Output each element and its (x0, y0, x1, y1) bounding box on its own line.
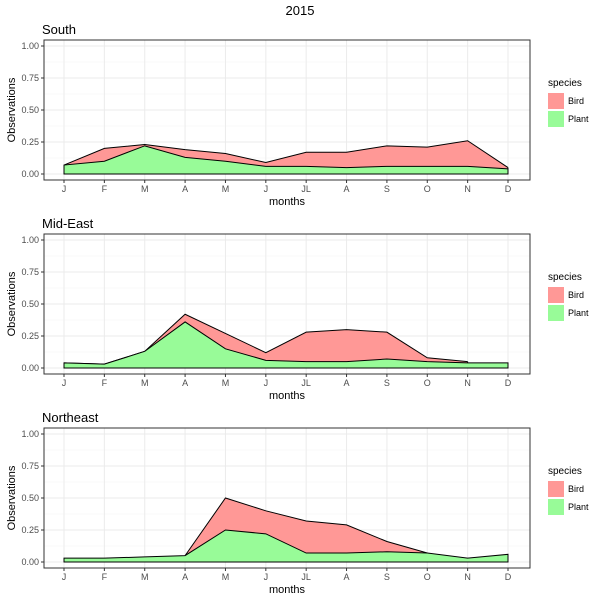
y-tick-label: 0.00 (21, 363, 39, 373)
y-tick-label: 0.25 (21, 331, 39, 341)
series-outline-plant (63, 321, 509, 369)
x-tick-label: D (505, 572, 512, 582)
legend-title: species (548, 272, 582, 283)
legend-title: species (548, 466, 582, 477)
y-axis-title: Observations (6, 465, 18, 530)
x-tick-label: N (464, 378, 471, 388)
y-axis-title: Observations (6, 77, 18, 142)
x-tick-label: S (384, 378, 390, 388)
legend-swatch-plant (548, 111, 564, 127)
x-tick-label: F (102, 378, 108, 388)
x-tick-label: M (222, 572, 230, 582)
y-tick-label: 1.00 (21, 429, 39, 439)
y-tick-label: 0.75 (21, 267, 39, 277)
y-tick-label: 0.50 (21, 493, 39, 503)
x-tick-label: O (424, 184, 431, 194)
y-tick-label: 0.50 (21, 105, 39, 115)
x-tick-label: J (62, 378, 67, 388)
chart-title: 2015 (286, 3, 315, 18)
x-tick-label: D (505, 378, 512, 388)
y-tick-label: 0.75 (21, 73, 39, 83)
panel-title: Northeast (42, 410, 99, 425)
x-tick-label: JL (301, 184, 311, 194)
legend: species Bird Plant (548, 78, 589, 127)
legend: species Bird Plant (548, 466, 589, 515)
x-tick-label: J (264, 572, 269, 582)
legend: species Bird Plant (548, 272, 589, 321)
y-tick-label: 1.00 (21, 235, 39, 245)
legend-label-bird: Bird (568, 96, 584, 106)
y-tick-label: 0.25 (21, 525, 39, 535)
x-tick-label: S (384, 572, 390, 582)
x-tick-label: A (182, 184, 188, 194)
x-axis-title: months (269, 390, 306, 402)
x-tick-label: J (264, 184, 269, 194)
legend-swatch-plant (548, 499, 564, 515)
panel-title: Mid-East (42, 216, 94, 231)
x-tick-label: A (344, 378, 350, 388)
legend-label-plant: Plant (568, 114, 589, 124)
x-tick-label: D (505, 184, 512, 194)
x-tick-label: F (102, 572, 108, 582)
x-tick-label: JL (301, 572, 311, 582)
series-area-plant (64, 530, 508, 562)
y-tick-label: 0.50 (21, 299, 39, 309)
legend-swatch-bird (548, 287, 564, 303)
legend-title: species (548, 78, 582, 89)
legend-label-plant: Plant (568, 308, 589, 318)
x-tick-label: A (182, 572, 188, 582)
series-area-plant (64, 321, 508, 368)
x-axis-title: months (269, 196, 306, 208)
y-axis-title: Observations (6, 271, 18, 336)
x-axis-title: months (269, 584, 306, 596)
y-tick-label: 0.00 (21, 169, 39, 179)
series-outline-plant (63, 145, 509, 175)
series-area-bird (64, 314, 468, 365)
series-line-bird (63, 140, 509, 169)
x-tick-label: J (264, 378, 269, 388)
x-tick-label: JL (301, 378, 311, 388)
x-tick-label: A (344, 184, 350, 194)
x-tick-label: M (141, 378, 149, 388)
x-tick-label: M (141, 184, 149, 194)
legend-swatch-plant (548, 305, 564, 321)
legend-swatch-bird (548, 481, 564, 497)
legend-label-bird: Bird (568, 484, 584, 494)
legend-label-plant: Plant (568, 502, 589, 512)
y-tick-label: 0.00 (21, 557, 39, 567)
series-outline-plant (63, 529, 509, 563)
x-tick-label: O (424, 572, 431, 582)
x-tick-label: O (424, 378, 431, 388)
x-tick-label: J (62, 572, 67, 582)
y-tick-label: 0.25 (21, 137, 39, 147)
x-tick-label: S (384, 184, 390, 194)
legend-label-bird: Bird (568, 290, 584, 300)
x-tick-label: J (62, 184, 67, 194)
x-tick-label: F (102, 184, 108, 194)
series-line-bird (184, 497, 428, 556)
x-tick-label: N (464, 184, 471, 194)
series-area-bird (185, 498, 428, 556)
x-tick-label: M (141, 572, 149, 582)
x-tick-label: N (464, 572, 471, 582)
series-area-bird (64, 140, 508, 169)
y-tick-label: 0.75 (21, 461, 39, 471)
x-tick-label: A (344, 572, 350, 582)
x-tick-label: A (182, 378, 188, 388)
x-tick-label: M (222, 378, 230, 388)
series-area-plant (64, 145, 508, 174)
legend-swatch-bird (548, 93, 564, 109)
panel-title: South (42, 22, 76, 37)
y-tick-label: 1.00 (21, 41, 39, 51)
x-tick-label: M (222, 184, 230, 194)
